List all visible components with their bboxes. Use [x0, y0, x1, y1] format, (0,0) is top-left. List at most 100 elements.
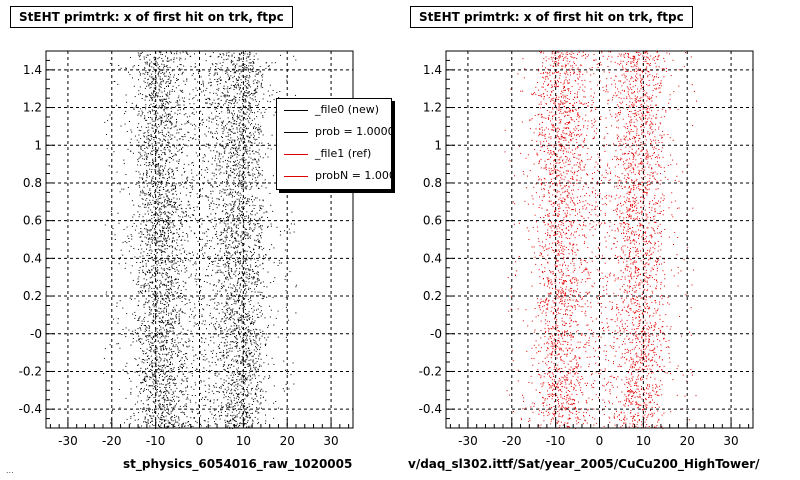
data-point [212, 350, 214, 352]
data-point [155, 240, 157, 242]
data-point [232, 147, 234, 149]
data-point [241, 187, 243, 189]
data-point [237, 165, 239, 167]
data-point [271, 357, 273, 359]
data-point [252, 62, 254, 64]
data-point [254, 90, 256, 92]
data-point [172, 240, 174, 241]
data-point [246, 389, 247, 390]
data-point [142, 382, 144, 384]
data-point [140, 108, 142, 110]
data-point [166, 159, 168, 161]
data-point [186, 381, 188, 383]
data-point [143, 278, 145, 280]
data-point [140, 93, 141, 95]
data-point [226, 231, 228, 233]
data-point [230, 209, 232, 211]
data-point [229, 298, 231, 300]
data-point [162, 131, 163, 133]
data-point [144, 285, 146, 287]
data-point [225, 278, 227, 280]
data-point [166, 178, 168, 179]
data-point [211, 370, 213, 371]
data-point [224, 411, 226, 412]
data-point [245, 90, 247, 91]
data-point [237, 258, 239, 260]
data-point [162, 243, 164, 245]
data-point [231, 384, 233, 386]
data-point [238, 319, 240, 321]
data-point [170, 107, 172, 109]
data-point [125, 67, 127, 69]
data-point [237, 289, 239, 291]
data-point [231, 312, 233, 314]
data-point [154, 190, 156, 192]
data-point [231, 228, 233, 230]
data-point [143, 306, 145, 308]
data-point [213, 74, 215, 76]
data-point [169, 72, 171, 74]
data-point [149, 425, 151, 427]
data-point [204, 399, 205, 400]
data-point [152, 388, 154, 390]
data-point [226, 351, 228, 353]
data-point [237, 425, 239, 427]
data-point [146, 362, 148, 363]
data-point [285, 306, 287, 308]
data-point [239, 334, 240, 336]
data-point [191, 112, 193, 114]
data-point [237, 367, 239, 369]
data-point [248, 318, 250, 320]
data-point [168, 319, 170, 321]
data-point [243, 382, 245, 383]
data-point [230, 230, 232, 232]
data-point [231, 392, 233, 394]
data-point [234, 204, 236, 206]
data-point [241, 320, 243, 322]
data-point [156, 62, 158, 64]
data-point [185, 208, 187, 210]
data-point [249, 220, 251, 222]
data-point [152, 175, 154, 177]
data-point [249, 68, 251, 70]
data-point [153, 313, 154, 315]
data-point [176, 53, 178, 55]
data-point [144, 371, 146, 373]
data-point [219, 168, 221, 170]
data-point [182, 391, 184, 392]
data-point [139, 144, 141, 146]
data-point [168, 132, 170, 134]
data-point [185, 259, 187, 261]
data-point [244, 250, 246, 251]
data-point [248, 215, 250, 217]
data-point [257, 80, 259, 82]
data-point [259, 128, 261, 130]
data-point [236, 198, 238, 200]
data-point [228, 128, 230, 130]
data-point [263, 285, 265, 287]
data-point [209, 411, 211, 413]
data-point [244, 150, 246, 152]
data-point [111, 234, 113, 235]
data-point [167, 322, 168, 324]
data-point [257, 412, 259, 414]
data-point [259, 366, 260, 368]
data-point [206, 240, 208, 242]
data-point [254, 367, 256, 369]
data-point [256, 389, 258, 391]
data-point [227, 75, 229, 77]
data-point [181, 152, 182, 154]
data-point [255, 336, 257, 338]
data-point [223, 228, 225, 230]
data-point [226, 183, 228, 185]
data-point [238, 296, 239, 298]
data-point [217, 243, 219, 245]
data-point [236, 345, 238, 347]
data-point [131, 102, 133, 104]
data-point [237, 116, 239, 118]
data-point [166, 310, 167, 312]
data-point [228, 109, 230, 111]
data-point [227, 252, 229, 254]
data-point [226, 94, 228, 96]
data-point [285, 297, 287, 299]
